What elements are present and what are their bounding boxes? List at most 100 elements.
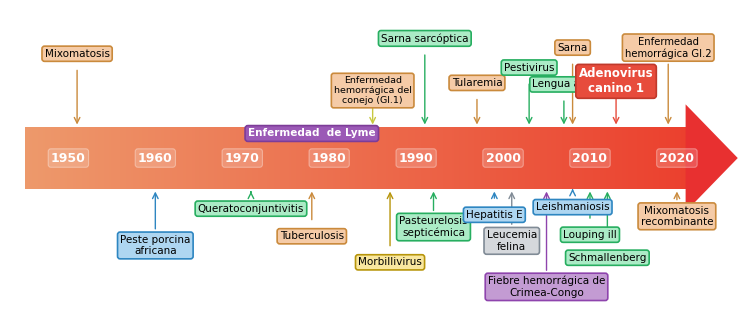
Polygon shape [322, 127, 324, 189]
Polygon shape [547, 127, 549, 189]
Polygon shape [338, 127, 340, 189]
Polygon shape [80, 127, 82, 189]
Polygon shape [685, 104, 737, 212]
Polygon shape [403, 127, 406, 189]
Polygon shape [221, 127, 223, 189]
Polygon shape [681, 127, 683, 189]
Polygon shape [120, 127, 122, 189]
Text: Morbillivirus: Morbillivirus [358, 257, 422, 267]
Polygon shape [652, 127, 654, 189]
Polygon shape [188, 127, 190, 189]
Polygon shape [666, 127, 668, 189]
Polygon shape [206, 127, 207, 189]
Polygon shape [375, 127, 377, 189]
Polygon shape [263, 127, 265, 189]
Polygon shape [461, 127, 463, 189]
Text: Tuberculosis: Tuberculosis [280, 231, 344, 241]
Polygon shape [283, 127, 285, 189]
Text: Leucemia
felina: Leucemia felina [486, 230, 537, 252]
Text: 2010: 2010 [572, 151, 608, 165]
Polygon shape [115, 127, 118, 189]
Polygon shape [285, 127, 287, 189]
Polygon shape [238, 127, 241, 189]
Polygon shape [523, 127, 525, 189]
Polygon shape [437, 127, 439, 189]
Polygon shape [395, 127, 397, 189]
Polygon shape [597, 127, 599, 189]
Polygon shape [181, 127, 183, 189]
Polygon shape [393, 127, 395, 189]
Polygon shape [465, 127, 467, 189]
Text: 2000: 2000 [486, 151, 520, 165]
Polygon shape [340, 127, 342, 189]
Polygon shape [599, 127, 602, 189]
Text: Mixomatosis: Mixomatosis [44, 49, 109, 59]
Polygon shape [60, 127, 63, 189]
Polygon shape [613, 127, 615, 189]
Polygon shape [487, 127, 489, 189]
Polygon shape [673, 127, 675, 189]
Polygon shape [402, 127, 403, 189]
Polygon shape [646, 127, 648, 189]
Polygon shape [65, 127, 67, 189]
Polygon shape [578, 127, 580, 189]
Polygon shape [455, 127, 457, 189]
Polygon shape [486, 127, 487, 189]
Polygon shape [32, 127, 34, 189]
Polygon shape [562, 127, 565, 189]
Polygon shape [584, 127, 587, 189]
Polygon shape [168, 127, 170, 189]
Polygon shape [558, 127, 560, 189]
Polygon shape [428, 127, 430, 189]
Polygon shape [463, 127, 465, 189]
Polygon shape [87, 127, 89, 189]
Polygon shape [78, 127, 80, 189]
Polygon shape [139, 127, 142, 189]
Polygon shape [155, 127, 157, 189]
Polygon shape [507, 127, 510, 189]
Polygon shape [362, 127, 364, 189]
Polygon shape [324, 127, 326, 189]
Polygon shape [271, 127, 274, 189]
Polygon shape [494, 127, 496, 189]
Polygon shape [342, 127, 345, 189]
Polygon shape [642, 127, 644, 189]
Polygon shape [199, 127, 201, 189]
Polygon shape [624, 127, 626, 189]
Polygon shape [25, 127, 27, 189]
Polygon shape [635, 127, 637, 189]
Polygon shape [58, 127, 60, 189]
Polygon shape [419, 127, 421, 189]
Polygon shape [195, 127, 197, 189]
Polygon shape [89, 127, 91, 189]
Polygon shape [247, 127, 250, 189]
Polygon shape [553, 127, 556, 189]
Polygon shape [192, 127, 195, 189]
Polygon shape [166, 127, 168, 189]
Polygon shape [516, 127, 518, 189]
Polygon shape [675, 127, 677, 189]
Polygon shape [683, 127, 685, 189]
Polygon shape [483, 127, 486, 189]
Polygon shape [400, 127, 402, 189]
Polygon shape [661, 127, 664, 189]
Polygon shape [128, 127, 130, 189]
Polygon shape [109, 127, 111, 189]
Polygon shape [470, 127, 472, 189]
Polygon shape [518, 127, 520, 189]
Polygon shape [185, 127, 188, 189]
Polygon shape [56, 127, 58, 189]
Polygon shape [549, 127, 551, 189]
Polygon shape [71, 127, 73, 189]
Polygon shape [448, 127, 450, 189]
Text: Sarna: Sarna [557, 43, 587, 53]
Polygon shape [67, 127, 69, 189]
Text: 1980: 1980 [312, 151, 347, 165]
Polygon shape [296, 127, 298, 189]
Text: Sarna sarcóptica: Sarna sarcóptica [381, 33, 468, 44]
Polygon shape [501, 127, 503, 189]
Polygon shape [457, 127, 458, 189]
Polygon shape [608, 127, 611, 189]
Polygon shape [278, 127, 280, 189]
Polygon shape [412, 127, 415, 189]
